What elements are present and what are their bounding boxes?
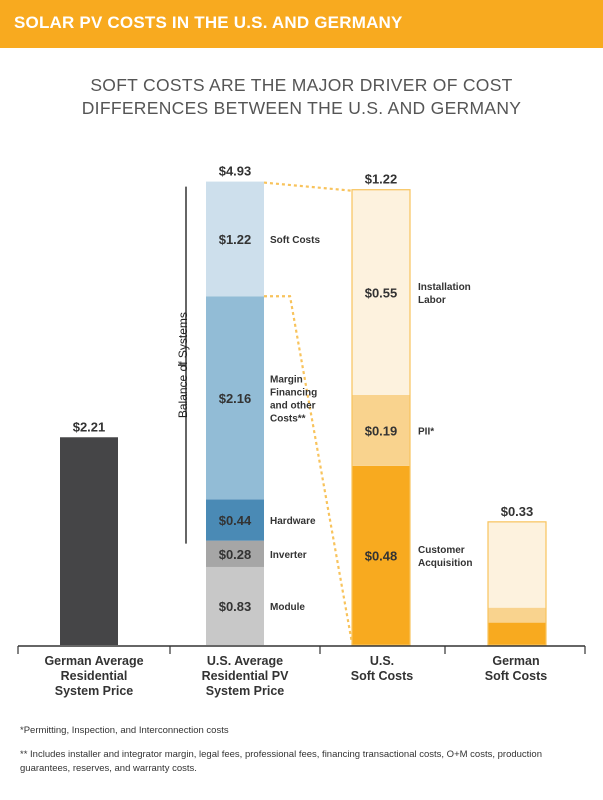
connector-bottom — [264, 295, 354, 644]
segment-annotation: Financing — [270, 387, 317, 398]
category-label: German Average — [44, 654, 143, 668]
data-label: $0.19 — [365, 423, 398, 438]
bracket-label: Balance of Systems — [176, 312, 190, 418]
bar-segment — [206, 181, 264, 297]
subtitle-line-1: SOFT COSTS ARE THE MAJOR DRIVER OF COST — [90, 75, 513, 95]
footnote-1: *Permitting, Inspection, and Interconnec… — [20, 725, 229, 736]
data-label: $0.28 — [219, 547, 252, 562]
segment-annotation: Acquisition — [418, 558, 472, 569]
bar-segment — [206, 566, 264, 645]
bar-segment — [352, 465, 410, 645]
segment-annotation: Installation — [418, 282, 471, 293]
footnote-2: ** Includes installer and integrator mar… — [20, 749, 542, 774]
segment-annotation: Module — [270, 602, 305, 613]
category-label: U.S. Average — [207, 654, 283, 668]
data-label: $2.16 — [219, 391, 252, 406]
bar-outline — [351, 189, 411, 646]
bar-segment — [488, 607, 546, 623]
chart-subtitle: SOFT COSTS ARE THE MAJOR DRIVER OF COST … — [0, 74, 603, 120]
data-label: $0.48 — [365, 548, 398, 563]
header-banner: SOLAR PV COSTS IN THE U.S. AND GERMANY — [0, 0, 603, 48]
data-label: $0.83 — [219, 599, 252, 614]
total-label: $2.21 — [73, 419, 106, 434]
footnotes: *Permitting, Inspection, and Interconnec… — [20, 724, 590, 786]
category-label: Residential — [61, 669, 128, 683]
segment-annotation: and other — [270, 400, 316, 411]
bar-segment — [60, 437, 118, 645]
category-label: German — [492, 654, 539, 668]
bar-outline — [487, 521, 547, 646]
data-label: $0.55 — [365, 285, 398, 300]
segment-annotation: Costs** — [270, 413, 306, 424]
total-label: $4.93 — [219, 164, 252, 179]
category-label: Residential PV — [202, 669, 289, 683]
segment-annotation: Margin — [270, 374, 303, 385]
category-label: System Price — [55, 684, 134, 698]
subtitle-line-2: DIFFERENCES BETWEEN THE U.S. AND GERMANY — [81, 98, 522, 118]
segment-annotation: Labor — [418, 295, 446, 306]
bar-segment — [206, 296, 264, 500]
category-label: Soft Costs — [485, 669, 548, 683]
segment-annotation: PII* — [418, 426, 434, 437]
category-label: Soft Costs — [351, 669, 414, 683]
category-label: System Price — [206, 684, 285, 698]
bar-segment — [352, 394, 410, 466]
data-label: $0.44 — [219, 513, 252, 528]
bar-segment — [206, 499, 264, 541]
segment-annotation: Hardware — [270, 516, 316, 527]
category-label: U.S. — [370, 654, 394, 668]
bar-segment — [352, 189, 410, 395]
segment-annotation: Customer — [418, 545, 465, 556]
cost-chart: $2.21 $0.83 $0.28 $0.44 $2.16 $1.22 $4.93 $0.48… — [17, 164, 586, 698]
total-label: $1.22 — [365, 172, 398, 187]
data-label: $1.22 — [219, 232, 252, 247]
bar-segment — [206, 540, 264, 567]
header-title: SOLAR PV COSTS IN THE U.S. AND GERMANY — [14, 13, 403, 32]
connector-top — [263, 181, 353, 192]
bar-segment — [488, 521, 546, 608]
bar-segment — [488, 622, 546, 645]
segment-annotation: Soft Costs — [270, 235, 320, 246]
total-label: $0.33 — [501, 504, 534, 519]
segment-annotation: Inverter — [270, 550, 307, 561]
